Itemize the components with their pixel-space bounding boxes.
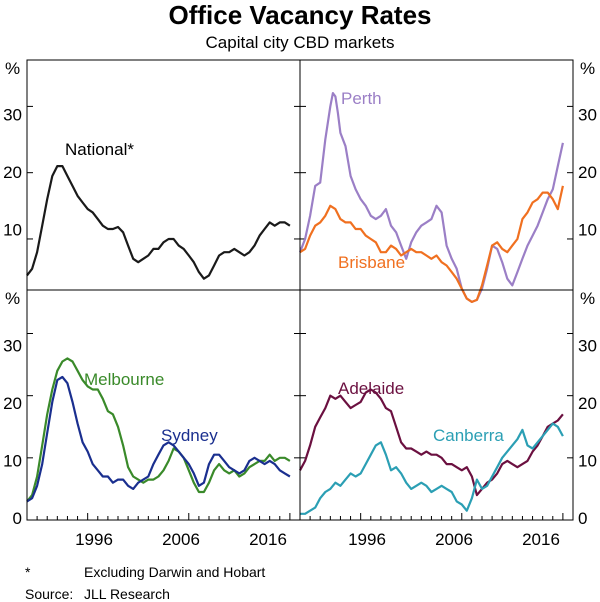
unit-label-bottom-right: % <box>580 289 595 308</box>
source-text: JLL Research <box>84 586 170 602</box>
y-tick-label: 0 <box>578 509 587 528</box>
chart-subtitle: Capital city CBD markets <box>206 33 395 52</box>
series-label-brisbane: Brisbane <box>338 253 405 272</box>
series-line-national <box>26 165 291 280</box>
y-tick-label: 30 <box>578 106 597 125</box>
series-label-sydney: Sydney <box>161 426 218 445</box>
source-label: Source: <box>25 586 73 602</box>
unit-label-top-left: % <box>5 59 20 78</box>
y-tick-label: 20 <box>3 394 22 413</box>
footnote-text: Excluding Darwin and Hobart <box>84 564 265 580</box>
unit-label-top-right: % <box>580 59 595 78</box>
series-line-melbourne <box>26 357 291 503</box>
series-line-perth <box>298 91 564 303</box>
y-tick-label: 20 <box>3 163 22 182</box>
unit-label-bottom-left: % <box>5 289 20 308</box>
series-line-sydney <box>26 375 291 503</box>
x-tick-label: 2006 <box>435 530 473 549</box>
y-tick-label: 30 <box>3 106 22 125</box>
x-tick-label: 2006 <box>162 530 200 549</box>
y-tick-label: 20 <box>578 394 597 413</box>
y-tick-label: 30 <box>578 337 597 356</box>
series-line-canberra <box>300 422 564 515</box>
x-tick-label: 2016 <box>522 530 560 549</box>
y-tick-label: 10 <box>578 452 597 471</box>
y-tick-label: 30 <box>3 337 22 356</box>
plot-area <box>26 91 573 520</box>
series-label-national: National* <box>65 140 134 159</box>
series-label-perth: Perth <box>341 89 382 108</box>
x-tick-label: 1996 <box>348 530 386 549</box>
series-label-melbourne: Melbourne <box>84 370 164 389</box>
y-tick-label: 20 <box>578 163 597 182</box>
footnote-marker: * <box>25 564 31 580</box>
y-tick-label: 10 <box>3 221 22 240</box>
series-label-adelaide: Adelaide <box>338 379 404 398</box>
y-tick-label: 0 <box>13 509 22 528</box>
chart-title: Office Vacancy Rates <box>168 0 431 30</box>
series-line-brisbane <box>299 185 564 303</box>
x-tick-label: 1996 <box>75 530 113 549</box>
series-line-adelaide <box>299 388 564 497</box>
y-tick-label: 10 <box>578 221 597 240</box>
series-label-canberra: Canberra <box>433 426 504 445</box>
x-tick-label: 2016 <box>249 530 287 549</box>
y-tick-label: 10 <box>3 452 22 471</box>
